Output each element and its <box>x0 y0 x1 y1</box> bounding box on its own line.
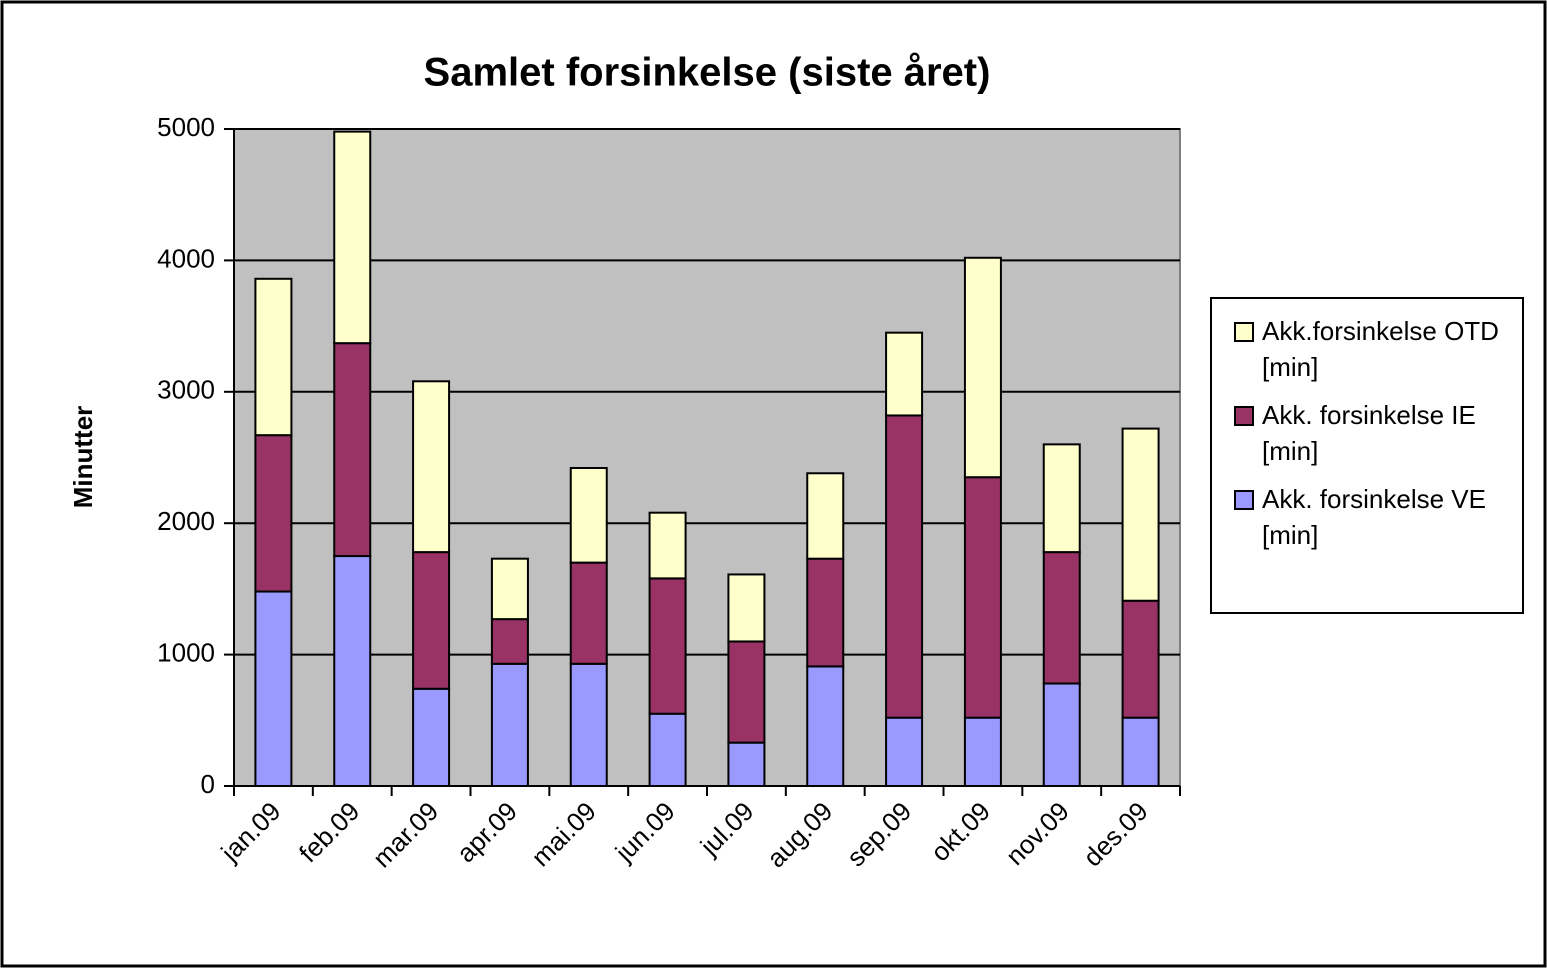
y-axis-label: Minutter <box>68 406 98 509</box>
bar-segment <box>1042 443 1081 554</box>
bar-segment <box>490 662 529 787</box>
bar-segment <box>1121 716 1160 787</box>
bar-segment <box>412 551 451 690</box>
y-tick-label: 0 <box>201 769 215 799</box>
x-tick-label: feb.09 <box>293 796 365 868</box>
y-tick-label: 4000 <box>157 243 215 273</box>
legend-item: Akk.forsinkelse OTD [min] <box>1234 313 1512 385</box>
y-tick-label: 1000 <box>157 637 215 667</box>
bar-segment <box>254 277 293 437</box>
legend-swatch <box>1234 406 1254 426</box>
bar-segment <box>1121 599 1160 719</box>
legend-item: Akk. forsinkelse IE [min] <box>1234 397 1512 469</box>
bar-segment <box>1121 427 1160 602</box>
bar-segment <box>963 256 1002 479</box>
bar-segment <box>963 716 1002 787</box>
bar-segment <box>490 557 529 621</box>
bar-segment <box>727 741 766 787</box>
bar-segment <box>333 555 372 787</box>
legend-label: Akk.forsinkelse OTD [min] <box>1262 316 1499 382</box>
bar-segment <box>333 130 372 345</box>
x-tick-label: jun.09 <box>609 796 681 868</box>
bar-segment <box>1042 682 1081 787</box>
bar-segment <box>885 414 924 719</box>
bar-segment <box>806 665 845 788</box>
bar-segment <box>1042 551 1081 685</box>
y-tick-label: 3000 <box>157 375 215 405</box>
x-tick-label: okt.09 <box>925 796 996 867</box>
x-tick-label: apr.09 <box>451 796 523 868</box>
y-tick-label: 2000 <box>157 506 215 536</box>
legend-swatch <box>1234 490 1254 510</box>
chart-title: Samlet forsinkelse (siste året) <box>424 51 991 95</box>
bar-segment <box>648 577 687 715</box>
bar-segment <box>490 618 529 665</box>
legend-label: Akk. forsinkelse VE [min] <box>1262 484 1486 550</box>
legend-swatch <box>1234 322 1254 342</box>
bar-segment <box>727 573 766 643</box>
x-tick-label: mai.09 <box>525 796 601 872</box>
legend-item: Akk. forsinkelse VE [min] <box>1234 481 1512 553</box>
bar-segment <box>569 662 608 787</box>
bar-segment <box>963 476 1002 719</box>
bar-segment <box>254 434 293 593</box>
x-tick-label: nov.09 <box>1000 796 1075 871</box>
legend: Akk.forsinkelse OTD [min] Akk. forsinkels… <box>1210 297 1524 614</box>
bar-segment <box>569 467 608 564</box>
bar-segment <box>806 557 845 668</box>
x-tick-label: sep.09 <box>841 796 917 872</box>
legend-label: Akk. forsinkelse IE [min] <box>1262 400 1476 466</box>
bar-segment <box>412 687 451 787</box>
x-tick-label: mar.09 <box>367 796 444 873</box>
bar-segment <box>648 511 687 580</box>
bar-segment <box>727 640 766 744</box>
bar-segment <box>806 472 845 560</box>
bar-segment <box>648 712 687 787</box>
x-tick-label: des.09 <box>1077 796 1153 872</box>
bar-segment <box>412 380 451 554</box>
x-tick-label: jan.09 <box>215 796 287 868</box>
bar-segment <box>885 331 924 417</box>
x-tick-label: jul.09 <box>694 796 760 862</box>
bar-segment <box>333 342 372 558</box>
bar-segment <box>569 561 608 665</box>
y-tick-label: 5000 <box>157 112 215 142</box>
bar-segment <box>254 590 293 788</box>
plot-area <box>233 128 1181 787</box>
x-tick-label: aug.09 <box>761 796 838 873</box>
bar-segment <box>885 716 924 787</box>
